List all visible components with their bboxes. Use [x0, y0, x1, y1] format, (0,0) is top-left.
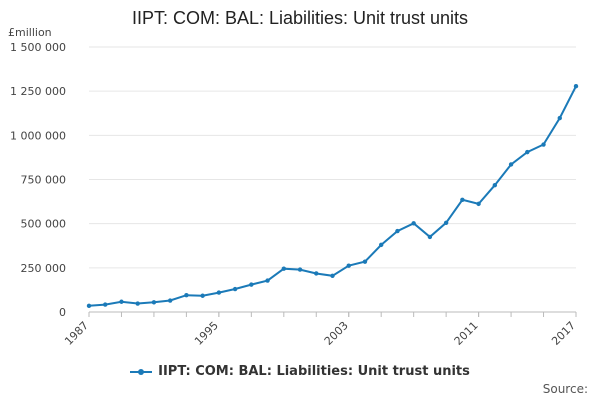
data-point — [281, 266, 286, 271]
data-point — [103, 302, 108, 307]
legend-line-marker-icon — [130, 367, 153, 377]
y-tick-label: 500 000 — [21, 218, 67, 231]
legend: IIPT: COM: BAL: Liabilities: Unit trust … — [0, 364, 600, 379]
data-point — [541, 142, 546, 147]
y-tick-label: 0 — [59, 306, 66, 319]
data-point — [151, 300, 157, 305]
y-tick-label: 250 000 — [21, 262, 67, 275]
data-point — [411, 221, 416, 226]
legend-label: IIPT: COM: BAL: Liabilities: Unit trust … — [158, 364, 470, 379]
data-point — [379, 242, 384, 248]
data-point — [395, 228, 400, 234]
data-point — [297, 267, 303, 272]
x-tick-label: 2003 — [322, 319, 351, 348]
data-point — [362, 259, 368, 264]
legend-dot — [138, 368, 145, 375]
x-tick-label: 2017 — [549, 319, 578, 348]
data-point — [119, 299, 124, 304]
y-tick-label: 750 000 — [21, 174, 67, 187]
data-point — [492, 182, 498, 188]
data-point — [232, 286, 238, 292]
x-tick-label: 1987 — [62, 319, 91, 348]
y-tick-label: 1 000 000 — [10, 129, 66, 142]
x-tick-label: 1995 — [192, 319, 221, 348]
data-point — [167, 298, 173, 303]
source-label: Source: — [542, 382, 588, 396]
data-point — [249, 282, 254, 287]
data-point — [573, 84, 579, 89]
x-tick-label: 2011 — [452, 319, 481, 348]
data-point — [346, 263, 351, 268]
data-point — [330, 273, 335, 278]
data-point — [557, 115, 562, 121]
data-point — [200, 293, 205, 298]
data-point — [476, 201, 481, 207]
data-point — [135, 301, 140, 306]
series-line — [88, 85, 577, 307]
y-axis-unit-label: £million — [8, 26, 52, 39]
data-point — [460, 197, 465, 203]
data-point — [443, 220, 449, 225]
data-point — [265, 278, 270, 283]
y-tick-label: 1 500 000 — [10, 41, 66, 54]
data-point — [314, 271, 319, 276]
data-point — [508, 162, 514, 167]
chart-title: IIPT: COM: BAL: Liabilities: Unit trust … — [131, 8, 469, 28]
data-point — [216, 290, 222, 295]
data-point — [184, 293, 189, 298]
data-point — [86, 303, 92, 309]
data-point — [525, 149, 530, 155]
y-tick-label: 1 250 000 — [10, 85, 66, 98]
data-point — [427, 234, 433, 240]
